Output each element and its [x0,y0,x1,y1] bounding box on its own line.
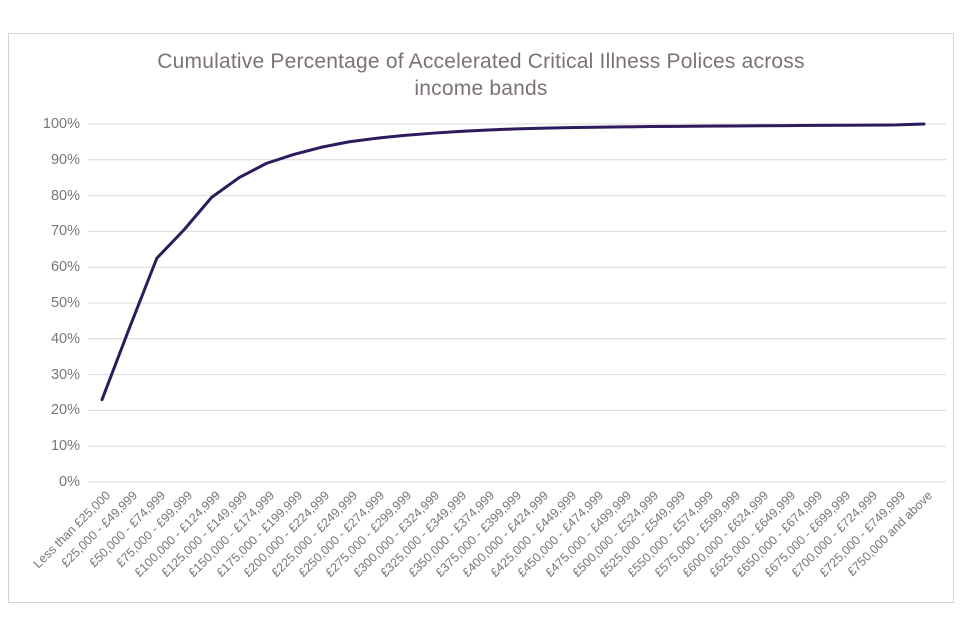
y-axis-tick-label: 60% [50,259,80,276]
y-axis-tick-label: 10% [50,438,80,455]
y-axis-tick-label: 40% [50,330,80,347]
chart-frame: Cumulative Percentage of Accelerated Cri… [8,33,954,603]
data-line [100,122,926,402]
y-axis-tick-label: 80% [50,187,80,204]
line-chart-svg [88,122,946,483]
chart-title: Cumulative Percentage of Accelerated Cri… [157,50,805,100]
y-axis-tick-label: 30% [50,366,80,383]
y-axis-tick-label: 90% [50,151,80,168]
plot-area: 0% 10% 20% 30% 40% 50% 60% 70% 80% 90% 100% Less t… [9,34,955,604]
y-axis-tick-label: 100% [42,116,80,132]
y-axis-tick-label: 70% [50,223,80,240]
y-axis-tick-label: 20% [50,402,80,419]
y-axis-tick-label: 0% [59,474,80,490]
y-axis-tick-label: 50% [50,295,80,311]
